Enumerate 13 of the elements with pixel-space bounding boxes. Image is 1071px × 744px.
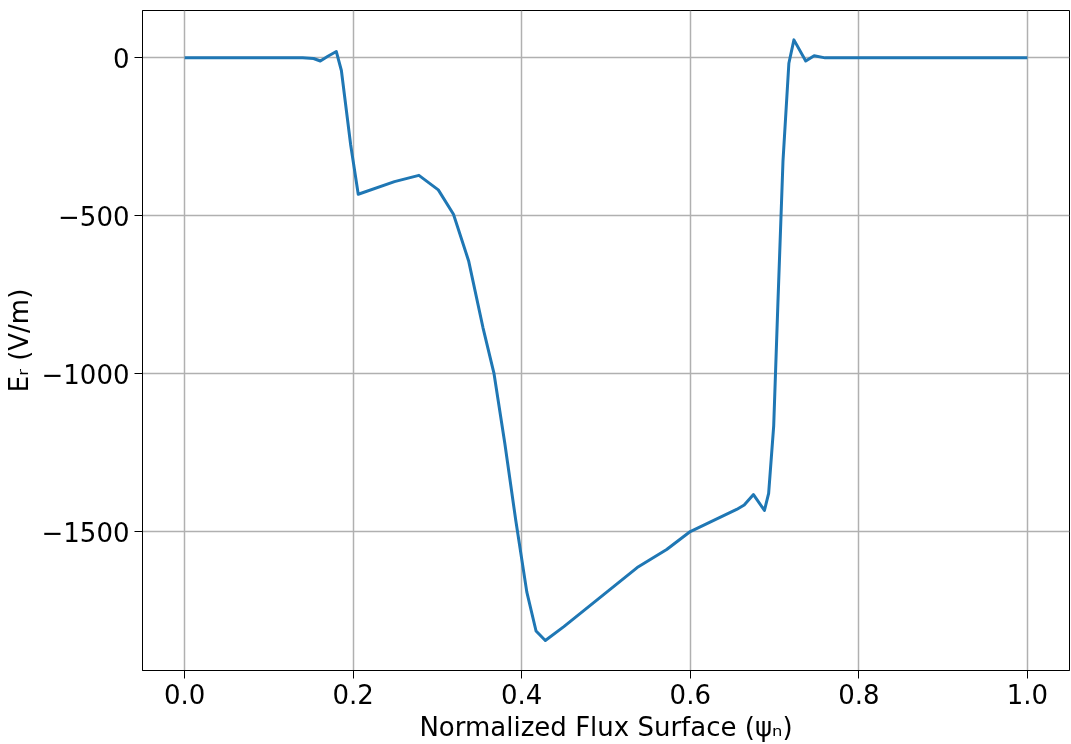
x-tick-label: 0.4 bbox=[501, 679, 543, 710]
x-tick-label: 0.2 bbox=[332, 679, 374, 710]
y-tick-label: −1500 bbox=[41, 517, 130, 548]
x-tick-label: 0.8 bbox=[838, 679, 880, 710]
x-tick-label: 0.6 bbox=[669, 679, 711, 710]
y-tick-label: 0 bbox=[112, 43, 130, 74]
y-axis-title: Eᵣ (V/m) bbox=[3, 288, 34, 393]
line-series bbox=[183, 38, 1029, 642]
y-tick-label: −500 bbox=[58, 201, 130, 232]
y-tick-label: −1000 bbox=[41, 359, 130, 390]
x-tick-label: 0.0 bbox=[163, 679, 206, 710]
x-tick-label: 1.0 bbox=[1006, 679, 1049, 710]
x-axis-title: Normalized Flux Surface (ψₙ) bbox=[419, 711, 793, 742]
